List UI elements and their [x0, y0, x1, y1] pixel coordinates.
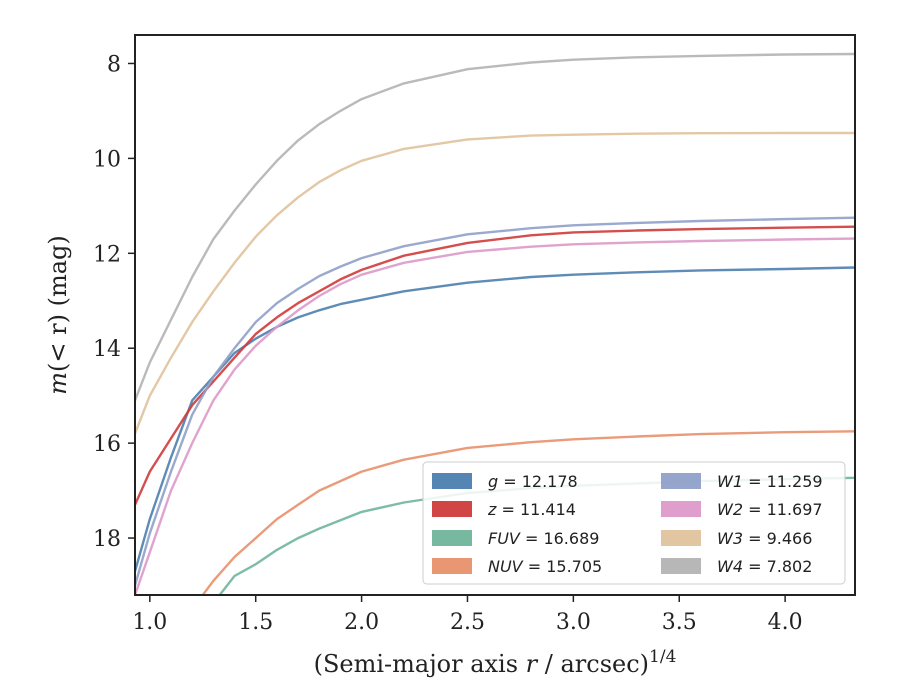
- x-tick-label: 4.0: [768, 610, 803, 635]
- legend-label-w2: W2 = 11.697: [717, 500, 823, 519]
- series-layer: [135, 52, 855, 595]
- series-line-z: [135, 225, 855, 506]
- legend-swatch-w1: [661, 473, 701, 489]
- y-tick-label: 14: [93, 337, 121, 362]
- series-line-nuv: [201, 430, 855, 595]
- x-tick-label: 3.0: [556, 610, 591, 635]
- legend-label-fuv: FUV = 16.689: [488, 529, 599, 548]
- y-tick-label: 12: [93, 242, 121, 267]
- ticks-layer: 1.0 1.5 2.0 2.5 3.0 3.5 4.0 8 10 12 14 16 18: [93, 52, 803, 635]
- legend-box: [422, 461, 846, 585]
- legend-swatch-nuv: [432, 558, 472, 574]
- y-axis-label: m(< r) (mag): [44, 235, 72, 395]
- x-tick-label: 2.5: [450, 610, 485, 635]
- x-tick-label: 1.0: [132, 610, 167, 635]
- x-tick-label: 2.0: [344, 610, 379, 635]
- legend-swatch-w4: [661, 558, 701, 574]
- legend-swatch-w2: [661, 501, 701, 517]
- y-tick-label: 10: [93, 147, 121, 172]
- series-line-w1: [135, 216, 855, 587]
- plot-frame: [134, 34, 856, 596]
- series-line-w2: [135, 237, 855, 595]
- y-tick-label: 16: [93, 432, 121, 457]
- legend-label-w4: W4 = 7.802: [717, 557, 812, 576]
- legend-label-g: g = 12.178: [488, 472, 578, 491]
- legend-swatch-g: [432, 473, 472, 489]
- legend-swatch-w3: [661, 530, 701, 546]
- y-tick-label: 8: [107, 52, 121, 77]
- legend-label-w1: W1 = 11.259: [717, 472, 823, 491]
- x-tick-label: 3.5: [662, 610, 697, 635]
- x-axis-label: (Semi-major axis r / arcsec)1/4: [314, 647, 677, 678]
- legend-swatch-fuv: [432, 530, 472, 546]
- y-tick-label: 18: [93, 527, 121, 552]
- legend-label-z: z = 11.414: [487, 500, 576, 519]
- series-line-g: [135, 266, 855, 573]
- legend-items: g = 12.178 z = 11.414 FUV = 16.689 NUV = 15…: [432, 472, 823, 576]
- legend-label-w3: W3 = 9.466: [717, 529, 812, 548]
- legend-label-nuv: NUV = 15.705: [488, 557, 602, 576]
- legend-swatch-z: [432, 501, 472, 517]
- series-line-w4: [135, 52, 855, 402]
- legend: g = 12.178 z = 11.414 FUV = 16.689 NUV = 15…: [422, 461, 846, 585]
- x-tick-label: 1.5: [238, 610, 273, 635]
- series-line-w3: [135, 131, 855, 435]
